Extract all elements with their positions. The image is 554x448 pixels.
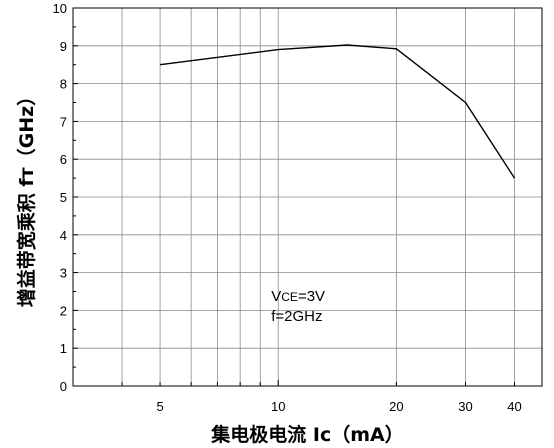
y-tick-label: 5 xyxy=(60,190,67,205)
x-axis-title: 集电极电流 Ic（mA） xyxy=(210,423,403,446)
y-tick-label: 6 xyxy=(60,152,67,167)
x-tick-label: 40 xyxy=(507,399,521,414)
y-tick-label: 4 xyxy=(60,228,67,243)
annotation-frequency: f=2GHz xyxy=(271,308,322,325)
y-tick-label: 8 xyxy=(60,77,67,92)
y-tick-label: 2 xyxy=(60,303,67,318)
y-tick-label: 0 xyxy=(60,379,67,394)
x-tick-label: 30 xyxy=(458,399,472,414)
x-tick-label: 10 xyxy=(271,399,285,414)
annotation-vce-suffix: =3V xyxy=(298,288,325,305)
annotation-vce-subscript: CE xyxy=(281,290,298,304)
y-axis-title: 增益带宽乘积 fт（GHz） xyxy=(15,87,38,307)
series-layer xyxy=(160,44,516,179)
y-tick-label: 3 xyxy=(60,266,67,281)
x-tick-label: 20 xyxy=(389,399,403,414)
y-tick-label: 7 xyxy=(60,114,67,129)
axis-ticks xyxy=(73,7,516,387)
grid-lines xyxy=(73,7,542,387)
y-tick-label: 9 xyxy=(60,39,67,54)
series-line xyxy=(160,44,516,179)
tick-labels: 0 1 2 3 4 5 6 7 8 9 10 5 10 20 30 40 xyxy=(53,1,522,414)
annotation-vce: VCE=3V xyxy=(271,288,325,305)
y-tick-label: 10 xyxy=(53,1,67,16)
annotation-vce-prefix: V xyxy=(271,288,281,305)
x-tick-label: 5 xyxy=(156,399,163,414)
y-tick-label: 1 xyxy=(60,341,67,356)
